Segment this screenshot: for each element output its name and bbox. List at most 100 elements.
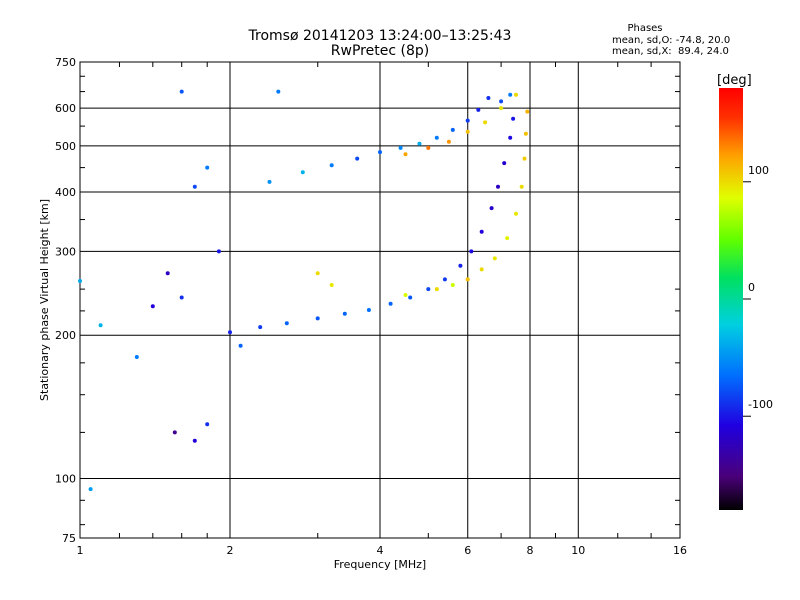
colorbar-tick-label: 100 [748,164,769,177]
data-point [465,277,470,282]
data-point [465,118,470,123]
data-point [179,89,184,94]
data-point [465,129,470,134]
data-point [450,127,455,132]
data-point [450,283,455,287]
data-point [329,283,334,287]
y-axis-ticks: 75 100 200 300 400 500 600 750 [55,56,680,545]
data-point [403,152,408,157]
data-point [519,184,524,189]
y-tick-label: 750 [55,56,76,69]
data-point [505,236,510,241]
data-point [98,323,103,328]
x-tick-label: 2 [227,544,234,557]
stats-line-o: mean, sd,O: -74.8, 20.0 [612,35,730,46]
data-point [434,135,439,140]
data-point [78,279,82,283]
stats-line-x: mean, sd,X: 89.4, 24.0 [612,46,729,57]
y-tick-label: 75 [62,532,76,545]
data-point [489,206,494,211]
x-tick-label: 10 [571,544,585,557]
data-point [205,165,210,170]
data-point [508,92,513,97]
data-point [258,325,263,330]
data-point [514,211,518,216]
data-point [342,311,347,316]
grid [80,62,680,538]
data-point [496,184,500,189]
y-tick-label: 300 [55,245,76,258]
data-point [366,308,371,312]
data-point [355,156,360,161]
x-tick-label: 8 [527,544,534,557]
data-point [329,163,334,168]
data-point [238,343,243,348]
data-point [88,487,93,492]
data-point [508,135,513,140]
data-point [479,267,484,272]
data-point [514,92,518,97]
data-point [426,145,431,150]
y-tick-label: 500 [55,140,76,153]
plot-area: 1 2 4 6 8 10 16 75 100 200 300 400 500 600 750 [55,56,687,557]
data-point [442,277,447,282]
x-tick-label: 16 [673,544,687,557]
x-tick-label: 4 [377,544,384,557]
y-axis-label: Stationary phase Virtual Height [km] [38,199,51,401]
data-point [315,271,320,276]
data-point [165,271,170,276]
y-tick-label: 400 [55,186,76,199]
data-point [479,229,484,234]
chart-title: Tromsø 20141203 13:24:00–13:25:43 [248,28,512,44]
data-point [134,355,139,359]
data-point [228,330,232,335]
y-tick-label: 600 [55,102,76,115]
data-point [502,161,507,166]
data-point [522,156,527,161]
x-tick-label: 1 [77,544,84,557]
data-point [458,263,463,268]
colorbar-tick-label: -100 [748,398,773,411]
data-point [483,120,488,125]
data-point [408,295,413,300]
data-point [446,139,451,144]
data-point [192,184,197,189]
data-point [192,438,197,443]
data-point [276,89,281,94]
data-point [378,150,382,155]
data-point [523,131,528,136]
colorbar: [deg] 100 0 -100 [717,73,773,510]
data-point [398,145,403,150]
colorbar-label: [deg] [717,73,752,88]
data-point [179,295,184,300]
data-point [434,287,439,292]
data-point [205,422,210,427]
data-point [300,170,305,175]
y-tick-label: 100 [55,473,76,486]
data-point [216,249,221,254]
data-point [172,430,177,435]
data-point [388,301,393,306]
x-axis-ticks: 1 2 4 6 8 10 16 [77,62,687,557]
data-point [315,316,320,321]
x-tick-label: 6 [464,544,471,557]
y-tick-label: 200 [55,329,76,342]
data-point [511,116,516,121]
data-point [492,256,497,261]
data-point [267,179,272,184]
data-point [150,304,155,309]
data-point [499,106,504,111]
data-point [403,293,408,297]
colorbar-gradient [719,88,743,510]
data-point [417,141,422,146]
colorbar-tick-label: 0 [748,281,755,294]
data-point [499,99,504,104]
data-points [78,89,530,492]
data-point [284,321,289,326]
data-point [476,107,481,112]
data-point [469,249,474,254]
x-axis-label: Frequency [MHz] [334,558,426,571]
chart-subtitle: RwPretec (8p) [331,43,429,59]
colorbar-ticks: 100 0 -100 [743,164,773,417]
